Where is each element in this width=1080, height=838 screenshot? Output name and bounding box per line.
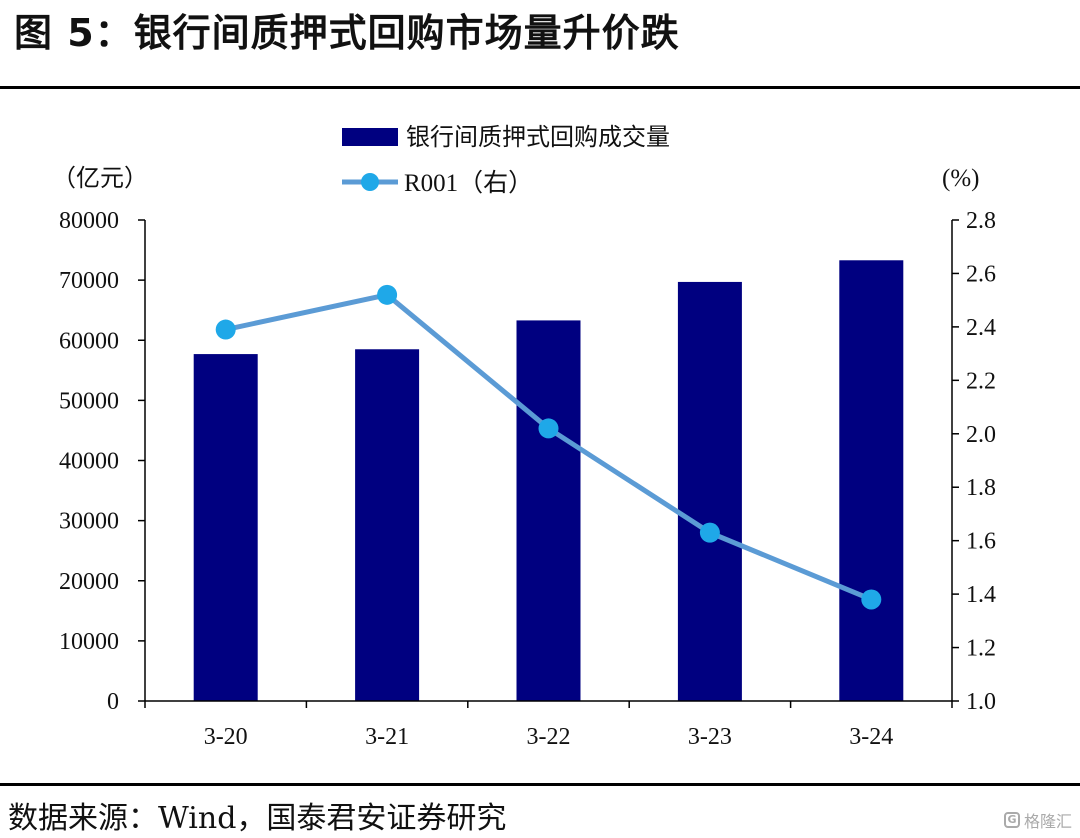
data-source-note: 数据来源：Wind，国泰君安证券研究 <box>8 801 507 836</box>
right-axis-tick-label: 1.2 <box>966 636 996 662</box>
x-axis-tick-label: 3-23 <box>688 724 732 750</box>
bar <box>677 281 742 701</box>
left-axis-tick-label: 60000 <box>59 328 119 354</box>
x-axis-tick-label: 3-24 <box>849 724 893 750</box>
legend-bar-label: 银行间质押式回购成交量 <box>406 124 670 151</box>
legend-line-marker <box>361 173 379 191</box>
left-axis-unit: （亿元） <box>52 165 148 192</box>
r001-point <box>538 418 559 439</box>
watermark-text: 格隆汇 <box>1023 812 1072 831</box>
bar <box>516 320 581 701</box>
axes: 0 10000 20000 30000 40000 50000 60000 70000 8000… <box>59 208 996 750</box>
chart-title: 图 5：银行间质押式回购市场量升价跌 <box>14 11 680 55</box>
right-axis-tick-label: 2.2 <box>966 368 996 394</box>
bar <box>193 354 258 701</box>
bar-series <box>193 260 904 701</box>
right-axis-unit: (%) <box>942 165 979 192</box>
right-axis-tick-label: 1.4 <box>966 582 996 608</box>
chart-canvas: 银行间质押式回购成交量 R001（右） （亿元） (%) 0 10000 20000… <box>52 124 996 750</box>
x-axis-tick-label: 3-20 <box>204 724 248 750</box>
left-axis-tick-label: 20000 <box>59 569 119 595</box>
right-axis-tick-label: 1.0 <box>966 689 996 715</box>
right-axis-tick-label: 1.6 <box>966 529 996 555</box>
r001-point <box>861 589 882 610</box>
left-axis-tick-label: 70000 <box>59 268 119 294</box>
left-axis-tick-label: 50000 <box>59 388 119 414</box>
x-axis-tick-label: 3-21 <box>365 724 409 750</box>
top-divider <box>0 86 1080 89</box>
left-axis-tick-label: 30000 <box>59 509 119 535</box>
line-series <box>215 284 882 610</box>
left-axis-tick-label: 10000 <box>59 629 119 655</box>
right-axis-tick-label: 2.6 <box>966 261 996 287</box>
left-axis-tick-label: 80000 <box>59 208 119 234</box>
left-axis-tick-label: 40000 <box>59 449 119 475</box>
right-axis-tick-label: 2.8 <box>966 208 996 234</box>
legend: 银行间质押式回购成交量 R001（右） <box>342 124 670 197</box>
bottom-divider <box>0 783 1080 786</box>
right-axis-tick-label: 1.8 <box>966 475 996 501</box>
right-axis-tick-label: 2.0 <box>966 422 996 448</box>
right-axis-tick-label: 2.4 <box>966 315 996 341</box>
bar <box>839 260 904 701</box>
bar <box>355 349 420 701</box>
x-axis-tick-label: 3-22 <box>527 724 571 750</box>
r001-point <box>377 284 398 305</box>
watermark: G 格隆汇 <box>1003 808 1072 832</box>
watermark-logo-icon: G <box>1003 812 1020 828</box>
legend-bar-swatch <box>342 128 398 146</box>
r001-point <box>215 319 236 340</box>
left-axis-tick-label: 0 <box>107 689 119 715</box>
r001-point <box>699 522 720 543</box>
legend-line-label: R001（右） <box>404 169 533 197</box>
